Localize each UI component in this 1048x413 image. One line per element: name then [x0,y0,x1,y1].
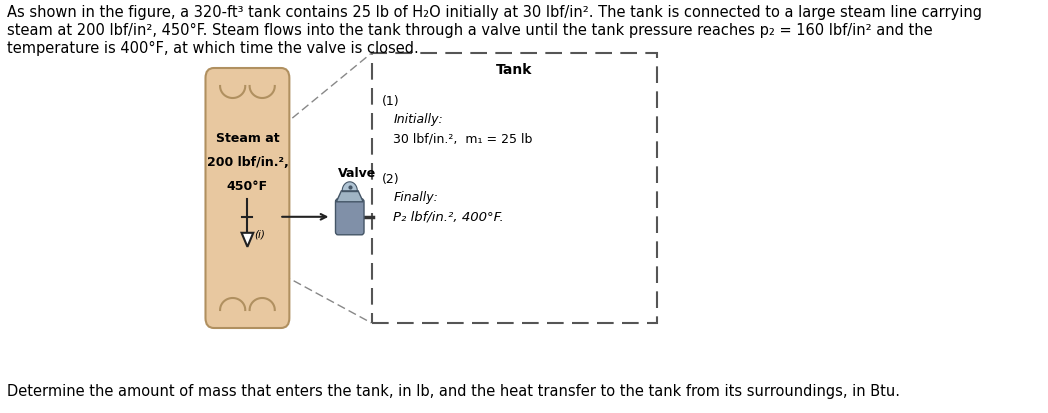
Text: 450°F: 450°F [226,180,268,192]
Text: P₂ lbf/in.², 400°F.: P₂ lbf/in.², 400°F. [393,211,504,224]
Polygon shape [336,191,364,202]
Polygon shape [241,233,254,247]
Text: Determine the amount of mass that enters the tank, in lb, and the heat transfer : Determine the amount of mass that enters… [6,384,900,399]
Text: Steam at: Steam at [216,131,279,145]
Text: steam at 200 lbf/in², 450°F. Steam flows into the tank through a valve until the: steam at 200 lbf/in², 450°F. Steam flows… [6,23,933,38]
FancyBboxPatch shape [335,199,364,235]
Text: (1): (1) [381,95,399,108]
Polygon shape [343,182,357,191]
Text: Initially:: Initially: [393,113,443,126]
Text: Tank: Tank [496,63,532,77]
Text: 30 lbf/in.²,  m₁ = 25 lb: 30 lbf/in.², m₁ = 25 lb [393,133,532,146]
Text: Finally:: Finally: [393,191,438,204]
Text: As shown in the figure, a 320-ft³ tank contains 25 lb of H₂O initially at 30 lbf: As shown in the figure, a 320-ft³ tank c… [6,5,982,20]
FancyBboxPatch shape [372,53,657,323]
Text: 200 lbf/in.²,: 200 lbf/in.², [206,156,288,169]
Text: Valve: Valve [339,167,376,180]
FancyBboxPatch shape [205,68,289,328]
Text: (2): (2) [381,173,399,186]
Text: (i): (i) [254,230,265,240]
Text: temperature is 400°F, at which time the valve is closed.: temperature is 400°F, at which time the … [6,41,418,56]
